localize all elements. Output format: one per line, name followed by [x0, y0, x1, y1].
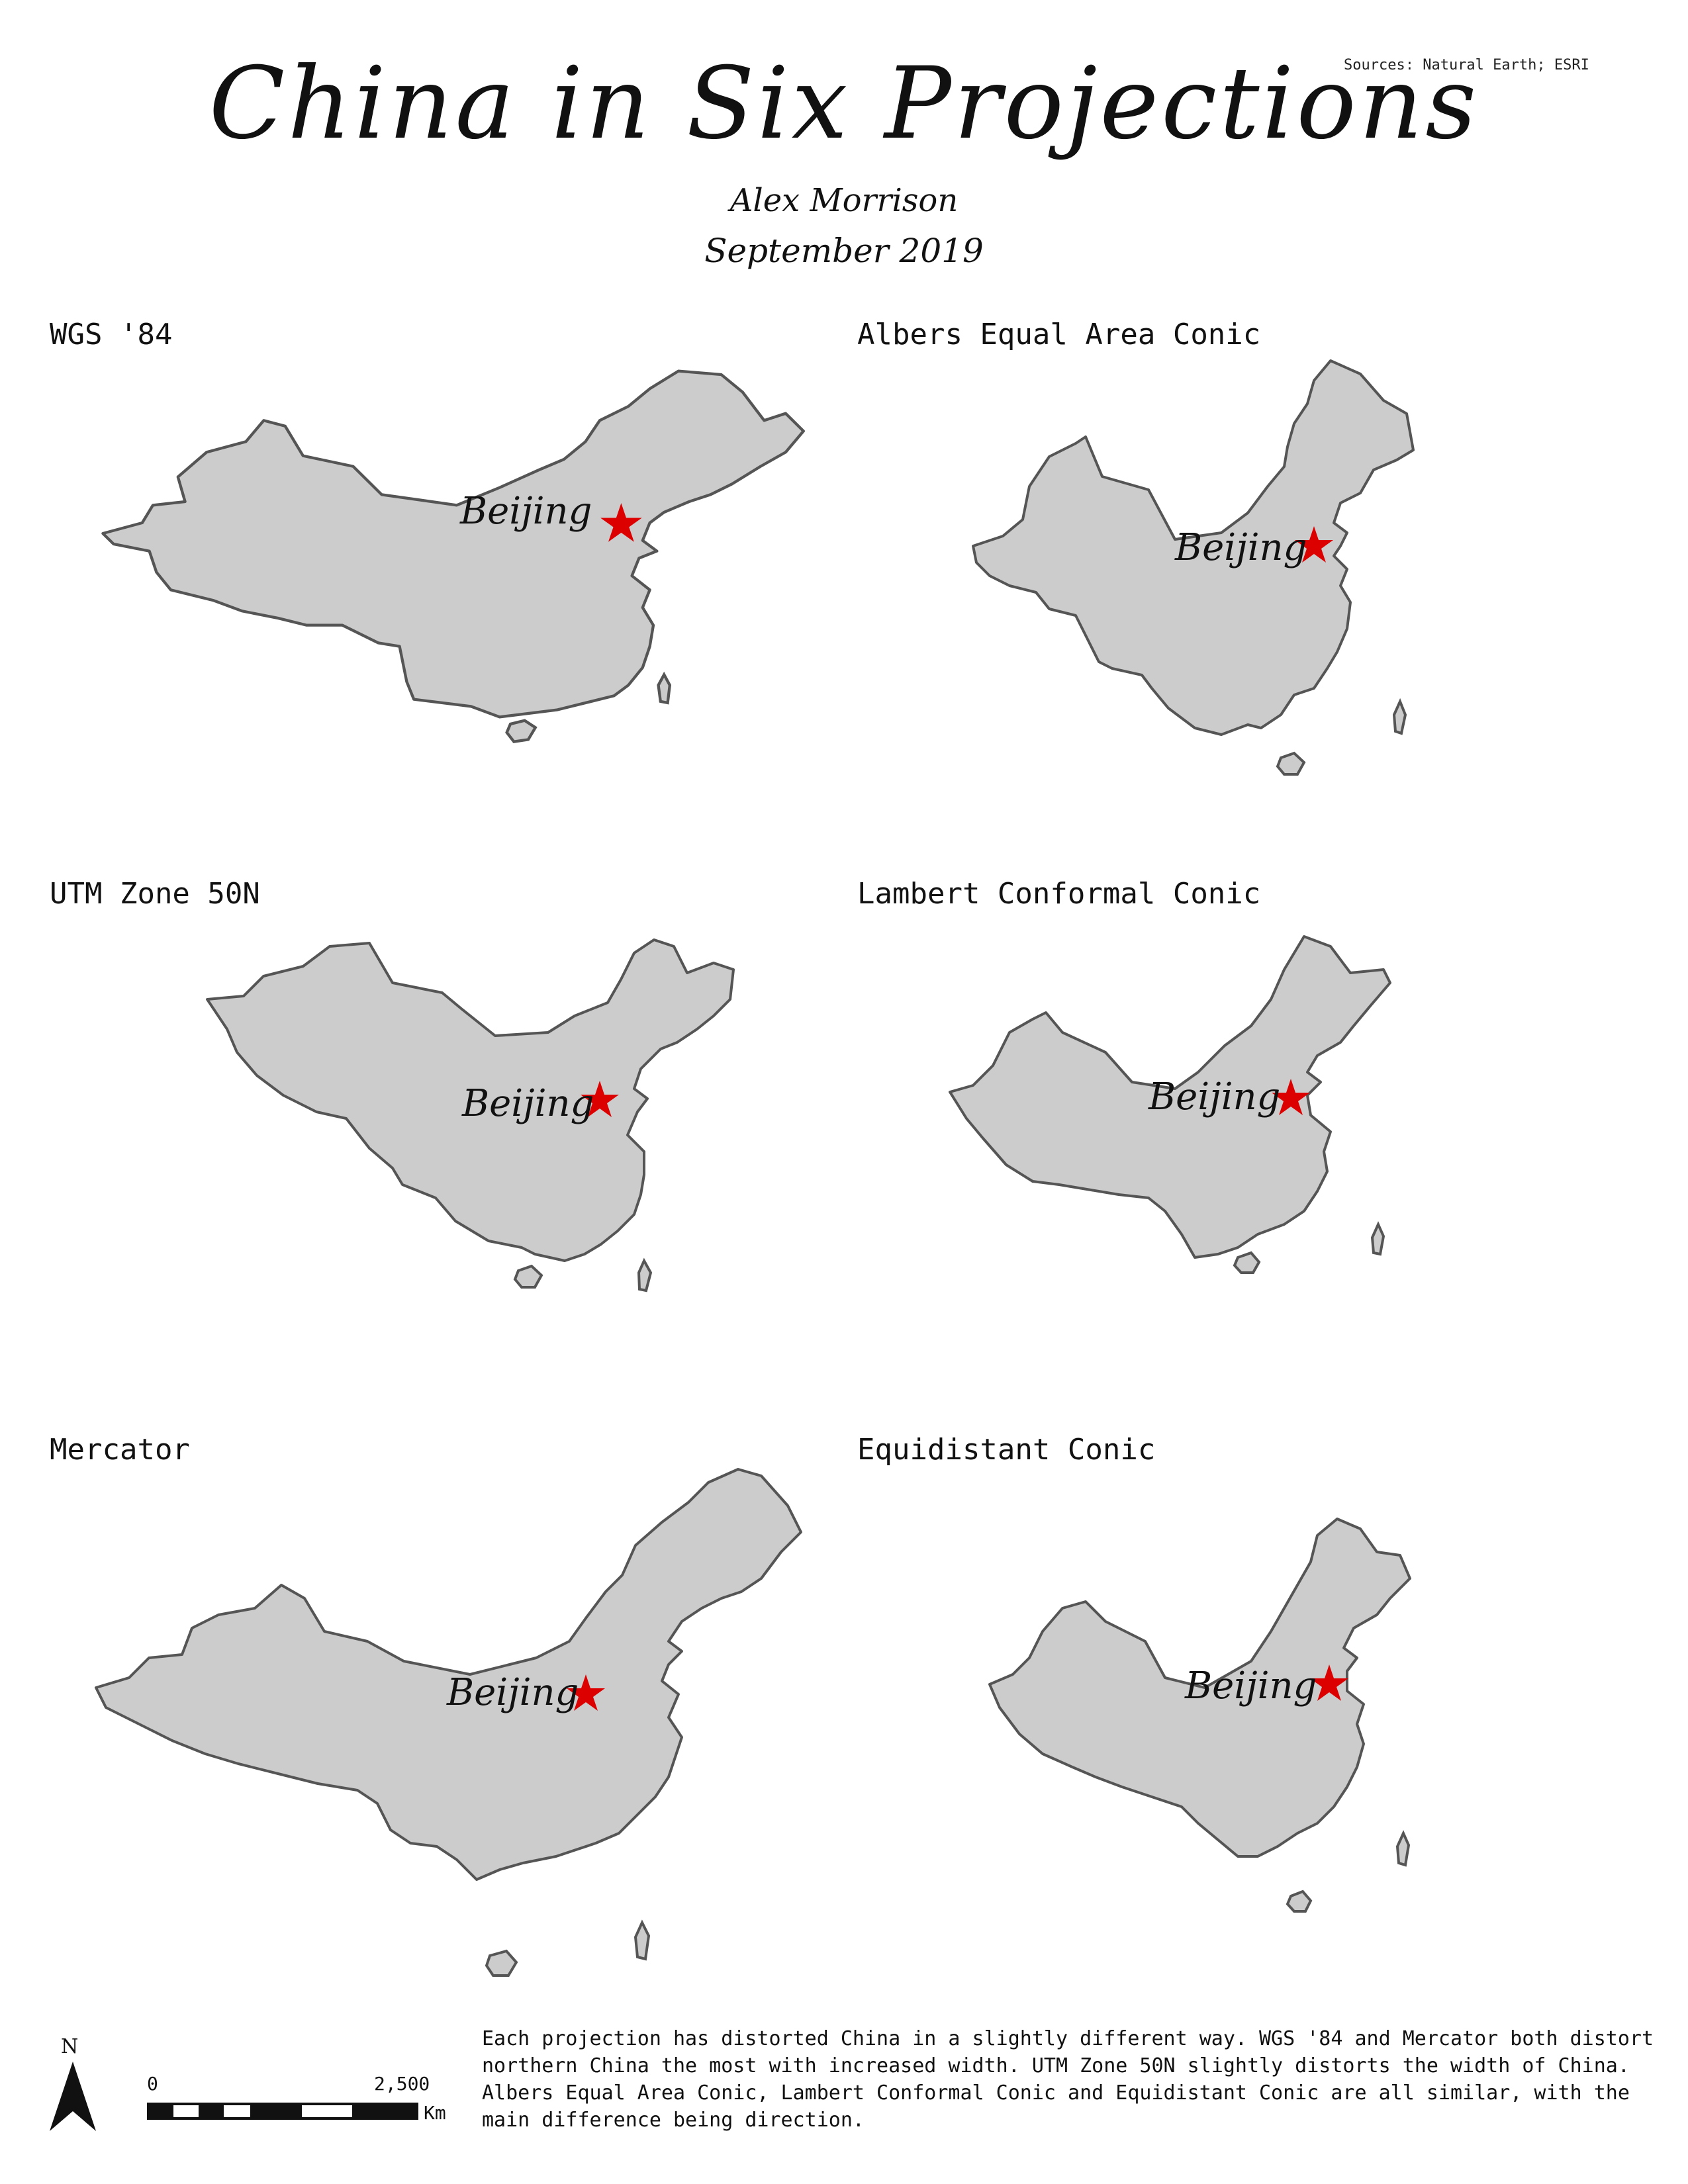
hainan-island [1276, 751, 1306, 776]
beijing-star [567, 1674, 605, 1711]
scale-bar [147, 2103, 418, 2120]
panel-label-mercator: Mercator [50, 1433, 190, 1467]
sources-credit: Sources: Natural Earth; ESRI [1344, 57, 1589, 73]
china-landmass [972, 359, 1415, 736]
scale-label-start: 0 [147, 2073, 158, 2095]
hainan-island [513, 1264, 543, 1289]
map-mercator: Beijing [93, 1466, 808, 1989]
china-outline-equidistant [988, 1518, 1411, 1913]
beijing-star [600, 503, 642, 542]
panel-label-lambert: Lambert Conformal Conic [857, 877, 1261, 911]
north-label: N [61, 2035, 79, 2058]
taiwan-island [1395, 1830, 1411, 1867]
taiwan-island [1370, 1221, 1385, 1256]
beijing-star [1272, 1079, 1310, 1115]
scale-unit-label: Km [424, 2102, 446, 2124]
panel-label-utm: UTM Zone 50N [50, 877, 260, 911]
map-equidistant-conic: Beijing [986, 1516, 1436, 1952]
hainan-island [1233, 1251, 1261, 1274]
author-name: Alex Morrison [729, 182, 959, 219]
city-label-beijing: Beijing [1185, 1664, 1317, 1707]
city-label-beijing: Beijing [462, 1082, 594, 1125]
taiwan-island [1392, 698, 1407, 735]
panel-label-albers: Albers Equal Area Conic [857, 318, 1261, 351]
hainan-island [505, 719, 538, 743]
china-landmass [988, 1518, 1411, 1858]
panel-label-wgs84: WGS '84 [50, 318, 173, 351]
taiwan-island [657, 671, 672, 705]
hainan-island [1286, 1889, 1313, 1913]
beijing-star [1310, 1664, 1348, 1701]
taiwan-island [633, 1919, 651, 1961]
china-landmass [95, 1468, 802, 1881]
map-lambert-conformal-conic: Beijing [947, 933, 1410, 1343]
city-label-beijing: Beijing [447, 1671, 579, 1714]
city-label-beijing: Beijing [1149, 1075, 1281, 1118]
china-landmass [949, 935, 1391, 1259]
china-outline-lambert [949, 935, 1391, 1274]
scale-label-end: 2,500 [374, 2073, 430, 2095]
map-wgs84: Beijing [99, 364, 814, 788]
china-landmass [101, 369, 805, 719]
map-utm-zone-50n: Beijing [204, 936, 747, 1353]
city-label-beijing: Beijing [1175, 526, 1307, 569]
china-outline-albers [972, 359, 1415, 776]
map-albers: Beijing [970, 357, 1433, 814]
hainan-island [485, 1949, 518, 1977]
china-outline-wgs84 [101, 369, 805, 743]
north-arrow-icon [50, 2062, 96, 2131]
china-outline-mercator [95, 1468, 802, 1977]
china-landmass [206, 938, 735, 1262]
beijing-star [1295, 526, 1333, 563]
panel-label-equidistant: Equidistant Conic [857, 1433, 1156, 1467]
page-title: China in Six Projections [209, 46, 1479, 161]
description-text: Each projection has distorted China in a… [482, 2027, 1654, 2132]
city-label-beijing: Beijing [460, 490, 592, 533]
publication-date: September 2019 [704, 232, 984, 270]
beijing-star [581, 1081, 619, 1117]
china-outline-utm [206, 938, 735, 1293]
taiwan-island [637, 1257, 653, 1293]
